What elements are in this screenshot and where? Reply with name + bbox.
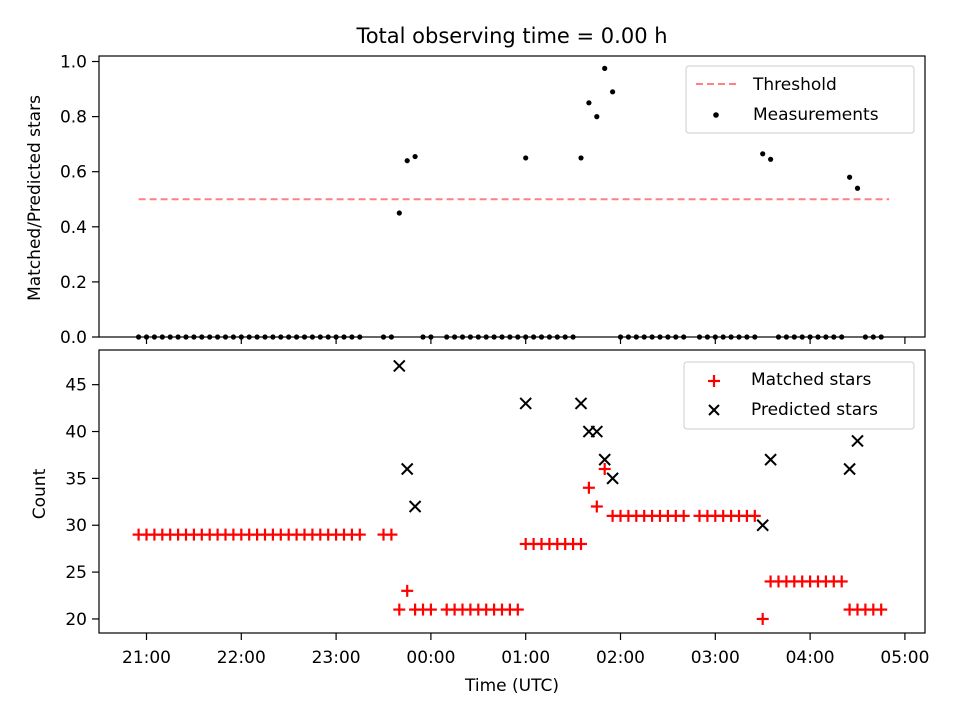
predicted-star-point bbox=[756, 519, 769, 532]
top-y-axis-label: Matched/Predicted stars bbox=[25, 95, 45, 301]
predicted-star-point bbox=[843, 462, 856, 476]
top-y-tick-label: 0.0 bbox=[60, 328, 87, 348]
bottom-x-tick-label: 22:00 bbox=[217, 648, 266, 668]
bottom-y-tick-label: 45 bbox=[65, 376, 87, 396]
bottom-panel: 20 25 30 35 40 45 21:00 22:00 23:00 00:00 01:00 02:… bbox=[30, 349, 929, 696]
bottom-y-tick-label: 30 bbox=[65, 516, 87, 536]
measurement-point bbox=[594, 114, 600, 120]
predicted-star-point bbox=[400, 462, 414, 476]
bottom-plot-marks bbox=[132, 359, 888, 625]
bottom-legend-box bbox=[683, 361, 915, 430]
predicted-star-point bbox=[590, 425, 604, 438]
matched-star-point bbox=[385, 528, 398, 541]
matched-star-point bbox=[756, 612, 769, 625]
matched-star-point bbox=[677, 509, 690, 522]
predicted-star-point bbox=[598, 453, 611, 466]
bottom-y-tick-label: 25 bbox=[65, 563, 87, 583]
matched-star-point bbox=[875, 603, 888, 616]
bottom-y-tick-label: 35 bbox=[65, 469, 87, 489]
top-y-tick-label: 0.6 bbox=[60, 163, 87, 183]
predicted-star-point bbox=[764, 453, 777, 466]
measurement-point bbox=[760, 151, 766, 157]
matched-star-point bbox=[598, 463, 611, 476]
measurement-point bbox=[610, 89, 616, 95]
measurement-point bbox=[396, 210, 402, 216]
measurement-point bbox=[602, 65, 608, 71]
measurement-point bbox=[412, 153, 418, 160]
bottom-x-tick-label: 05:00 bbox=[880, 648, 929, 668]
legend-matched-label: Matched stars bbox=[751, 370, 871, 390]
matched-star-point bbox=[590, 500, 603, 513]
legend-threshold-label: Threshold bbox=[752, 75, 837, 95]
measurement-point bbox=[854, 185, 861, 191]
measurement-point bbox=[586, 100, 592, 106]
bottom-y-axis-label: Count bbox=[30, 468, 50, 519]
bottom-x-tick-label: 23:00 bbox=[312, 648, 361, 668]
bottom-x-axis-label: Time (UTC) bbox=[464, 676, 559, 696]
matched-star-point bbox=[353, 528, 366, 541]
bottom-plot-frame bbox=[98, 349, 926, 634]
matched-star-point bbox=[582, 481, 595, 494]
measurement-point bbox=[578, 155, 584, 161]
top-y-tick-label: 0.4 bbox=[60, 218, 87, 238]
bottom-x-tick-label: 04:00 bbox=[786, 648, 835, 668]
measurement-point bbox=[523, 155, 529, 161]
bottom-y-tick-label: 40 bbox=[65, 423, 87, 443]
bottom-x-tick-label: 03:00 bbox=[691, 648, 740, 668]
predicted-star-point bbox=[408, 500, 422, 513]
bottom-axis-ticks: 20 25 30 35 40 45 21:00 22:00 23:00 00:00 01:00 02:… bbox=[65, 376, 929, 668]
legend-predicted-label: Predicted stars bbox=[751, 400, 878, 420]
matched-star-point bbox=[393, 603, 406, 616]
top-y-tick-label: 0.2 bbox=[60, 273, 87, 293]
legend-measurements-label: Measurements bbox=[753, 105, 879, 125]
top-title: Total observing time = 0.00 h bbox=[355, 24, 667, 48]
bottom-legend: Matched stars Predicted stars bbox=[683, 361, 915, 430]
legend-predicted-swatch bbox=[708, 404, 720, 416]
matched-star-point bbox=[748, 509, 761, 522]
bottom-x-tick-label: 01:00 bbox=[501, 648, 550, 668]
top-plot-frame bbox=[98, 55, 926, 338]
predicted-star-point bbox=[574, 397, 588, 410]
bottom-y-tick-label: 20 bbox=[65, 610, 87, 630]
matched-star-point bbox=[401, 584, 414, 597]
predicted-star-point bbox=[606, 472, 619, 485]
top-legend-box bbox=[685, 65, 915, 134]
matched-star-point bbox=[575, 537, 587, 550]
matched-star-point bbox=[511, 603, 524, 616]
bottom-x-tick-label: 02:00 bbox=[596, 648, 645, 668]
legend-matched-swatch bbox=[708, 375, 720, 387]
predicted-star-point bbox=[851, 434, 864, 448]
top-y-tick-label: 0.8 bbox=[60, 108, 87, 128]
measurement-point bbox=[404, 158, 410, 164]
top-axis-ticks: 0.0 0.2 0.4 0.6 0.8 1.0 bbox=[60, 53, 906, 348]
measurement-point bbox=[847, 174, 853, 180]
matched-star-point bbox=[424, 603, 437, 616]
bottom-x-tick-label: 00:00 bbox=[406, 648, 455, 668]
bottom-x-tick-label: 21:00 bbox=[122, 648, 171, 668]
predicted-star-point bbox=[519, 397, 532, 410]
matched-star-point bbox=[835, 575, 848, 588]
top-legend: Threshold Measurements bbox=[685, 65, 915, 134]
top-panel: Total observing time = 0.00 h 0.00.20.40… bbox=[25, 24, 926, 348]
measurement-point bbox=[768, 156, 774, 162]
top-y-tick-label: 1.0 bbox=[60, 53, 87, 73]
predicted-star-point bbox=[393, 359, 406, 373]
legend-measurements-swatch bbox=[713, 112, 719, 118]
